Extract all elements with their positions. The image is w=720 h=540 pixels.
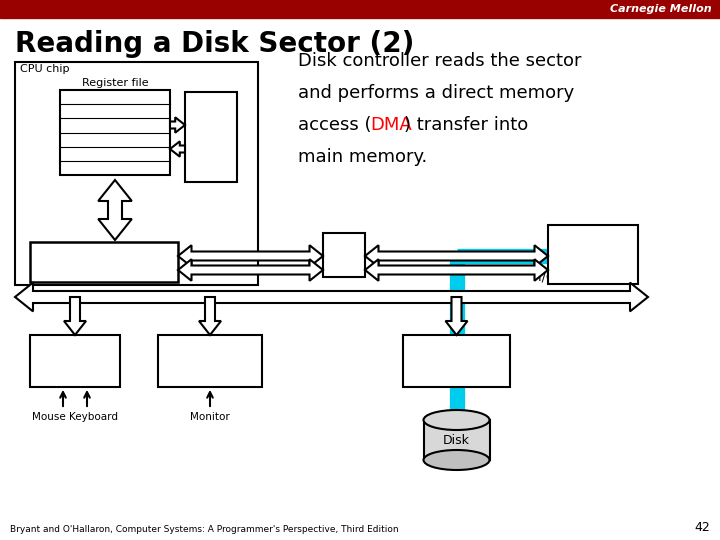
Text: CPU chip: CPU chip [20, 64, 70, 74]
Text: ALU: ALU [199, 131, 223, 144]
Text: Disk: Disk [443, 434, 470, 447]
Text: Bus interface: Bus interface [58, 255, 150, 268]
Bar [403, 335, 510, 387]
Text: 42: 42 [694, 521, 710, 534]
Bar [30, 335, 120, 387]
Polygon shape [98, 180, 132, 240]
Bar [60, 90, 170, 175]
Text: Mouse Keyboard: Mouse Keyboard [32, 412, 118, 422]
Polygon shape [170, 117, 185, 133]
Polygon shape [170, 141, 185, 157]
Bar [0, 0, 720, 18]
Bar [15, 62, 258, 285]
Polygon shape [15, 282, 648, 312]
Polygon shape [365, 245, 548, 267]
Polygon shape [178, 245, 323, 267]
Bar [323, 233, 365, 277]
Bar [30, 242, 178, 282]
Bar [548, 225, 638, 284]
Text: Disk controller reads the sector: Disk controller reads the sector [298, 52, 582, 70]
Text: and performs a direct memory: and performs a direct memory [298, 84, 575, 102]
Polygon shape [199, 297, 221, 335]
Text: DMA: DMA [370, 116, 412, 134]
Text: access (: access ( [298, 116, 372, 134]
Text: Graphics
adapter: Graphics adapter [184, 347, 236, 375]
Text: ) transfer into: ) transfer into [404, 116, 528, 134]
Ellipse shape [423, 450, 490, 470]
Polygon shape [446, 297, 467, 335]
Text: Carnegie Mellon: Carnegie Mellon [611, 4, 712, 14]
Text: Register file: Register file [81, 78, 148, 88]
Polygon shape [178, 259, 323, 281]
Text: Bryant and O'Hallaron, Computer Systems: A Programmer's Perspective, Third Editi: Bryant and O'Hallaron, Computer Systems:… [10, 525, 399, 534]
Ellipse shape [423, 410, 490, 430]
Polygon shape [365, 259, 548, 281]
Text: main memory.: main memory. [298, 148, 427, 166]
Bar [185, 92, 237, 182]
Text: I/O bus: I/O bus [538, 270, 582, 283]
Bar [423, 420, 490, 460]
Text: Disk
controller: Disk controller [428, 347, 485, 375]
Text: Main
memory: Main memory [568, 240, 618, 268]
Text: Monitor: Monitor [190, 412, 230, 422]
Polygon shape [64, 297, 86, 335]
Text: USB
controller: USB controller [47, 347, 103, 375]
Text: Reading a Disk Sector (2): Reading a Disk Sector (2) [15, 30, 415, 58]
Bar [158, 335, 262, 387]
